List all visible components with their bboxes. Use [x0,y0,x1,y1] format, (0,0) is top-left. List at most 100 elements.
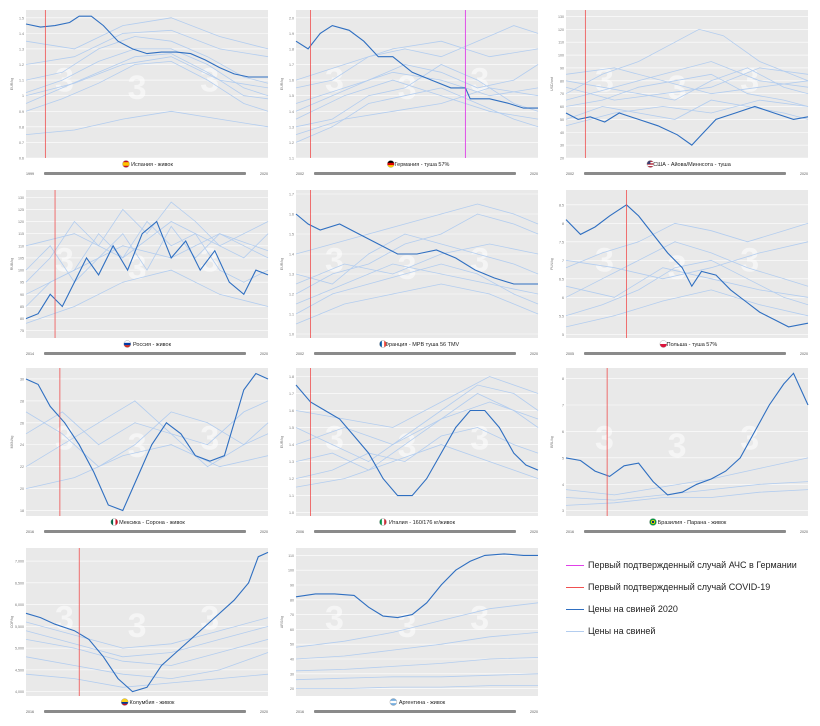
series-line-history [295,263,539,305]
y-tick-label: 1.0 [289,333,294,337]
chart-panel: 3 3 3 4,000 4,500 5,000 5,500 6,000 6,500 7,000 CO… [8,546,272,718]
chart-title-group: Италия - 160/176 кг/живок [379,518,456,526]
chart-svg: 3 3 30.60.70.80.911.11.21.31.41.5EUR/kgИсп… [10,10,269,176]
flag-icon [122,160,130,168]
series-line-2020 [25,372,269,512]
x-start-label: 1999 [26,172,34,176]
series-line-history [565,28,809,95]
y-tick-label: 60 [560,105,564,109]
y-tick-label: 5.5 [559,314,564,318]
series-line-history [565,67,809,101]
y-tick-label: 100 [18,269,24,273]
x-start-label: 2016 [296,710,304,714]
y-tick-label: 1.2 [289,141,294,145]
time-scrollbar [44,710,246,713]
legend-item-2020: Цены на свиней 2020 [566,602,816,624]
chart-svg: 3 3 31.01.11.21.31.41.51.61.71.8EUR/kgИтал… [280,368,539,534]
x-end-label: 2020 [260,710,268,714]
y-tick-label: 70 [560,92,564,96]
series-line-history [565,267,809,298]
y-axis-label: RUB/kg [10,258,14,270]
time-scrollbar [314,530,516,533]
chart-title: Италия - 160/176 кг/живок [389,520,456,526]
y-tick-label: 1.6 [289,213,294,217]
series-line-history [25,201,269,283]
chart-title: Испания - живок [131,162,173,168]
watermark-glyph: 3 [55,241,74,279]
chart-title: Бразилия - Парана - живок [658,520,727,526]
series-line-history [295,384,539,463]
legend-swatch-covid [566,587,584,588]
x-end-label: 2020 [530,172,538,176]
y-tick-label: 95 [20,281,24,285]
watermark-glyph: 3 [595,419,614,457]
y-tick-label: 4,000 [15,690,24,694]
chart-svg: 3 3 3 4,000 4,500 5,000 5,500 6,000 6,500 7,000 CO… [10,548,269,714]
y-axis-label: EUR/kg [10,78,14,90]
y-tick-label: 1.4 [289,443,294,447]
series-line-history [565,222,809,269]
series-line-history [565,67,809,101]
time-scrollbar [314,172,516,175]
time-scrollbar [584,352,786,355]
y-tick-label: 7.5 [559,240,564,244]
x-end-label: 2020 [800,352,808,356]
y-tick-label: 110 [18,244,24,248]
plot-area [26,10,268,158]
watermark-glyph: 3 [398,69,417,107]
series-line-history [295,79,539,120]
series-line-2020 [565,105,809,146]
series-line-2020 [25,220,269,320]
watermark-glyph: 3 [200,599,219,637]
flag-icon [387,160,395,168]
y-tick-label: 1.8 [289,375,294,379]
y-tick-label: 1.2 [289,293,294,297]
watermark-glyph: 3 [595,61,614,99]
y-tick-label: 26 [20,421,24,425]
chart-title-group: Бразилия - Парана - живок [649,518,727,526]
y-tick-label: 100 [558,54,564,58]
series-line-2020 [25,551,269,693]
series-line-history [295,64,539,112]
time-scrollbar [44,530,246,533]
plot-area [296,548,538,696]
flag-icon [379,340,387,348]
x-start-label: 2016 [566,530,574,534]
time-scrollbar [314,352,516,355]
legend-item-history: Цены на свиней [566,624,816,646]
y-tick-label: 1.6 [289,409,294,413]
series-line-history [25,626,269,658]
series-line-2020 [295,384,539,497]
y-tick-label: 75 [20,329,24,333]
series-line-history [25,17,269,50]
legend-swatch-2020 [566,609,584,610]
flag-icon [110,518,118,526]
chart-title-group: США - Айова/Миннсота - туша [646,160,732,168]
y-tick-label: 1.7 [289,63,294,67]
legend: Первый подтвержденный случай АЧС в Герма… [566,558,816,646]
y-tick-label: 1.1 [289,313,294,317]
flag-icon [121,698,129,706]
watermark-glyph: 3 [668,427,687,465]
y-tick-label: 20 [20,487,24,491]
series-line-history [295,283,539,325]
series-line-2020 [295,213,538,285]
y-tick-label: 5,000 [15,647,24,651]
y-tick-label: 6 [562,430,564,434]
y-tick-label: 50 [290,643,294,647]
series-line-history [25,56,269,97]
y-tick-label: 1.3 [289,125,294,129]
chart-title-group: Мексика - Сорона - живок [110,518,185,526]
y-tick-label: 120 [18,220,24,224]
time-scrollbar [584,172,786,175]
y-tick-label: 6.5 [559,277,564,281]
series-line-history [295,673,539,681]
series-line-history [25,639,269,666]
series-line-history [25,617,269,649]
y-tick-label: 110 [288,554,294,558]
y-tick-label: 85 [20,305,24,309]
chart-panel: 3 3 3 1.0 1.1 1.2 1.3 1.4 1.5 1.6 1.7 1.8 EUR/kg Итал… [278,366,542,538]
y-tick-label: 22 [20,465,24,469]
legend-item-asf: Первый подтвержденный случай АЧС в Герма… [566,558,816,580]
